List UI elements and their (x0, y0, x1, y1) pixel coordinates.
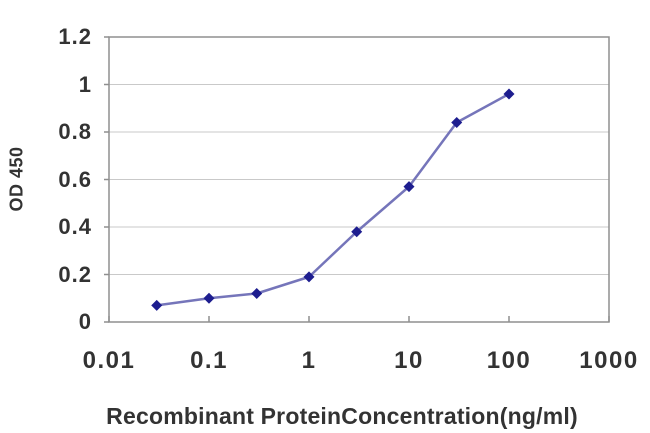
data-point-marker (251, 288, 263, 299)
y-tick-label: 0.8 (58, 119, 92, 144)
data-point-marker (351, 226, 363, 238)
data-point-marker (403, 181, 415, 193)
y-tick-label: 0.6 (58, 166, 92, 192)
x-tick-label: 100 (486, 347, 532, 374)
y-tick-label: 0.2 (58, 261, 92, 287)
y-tick-label: 0.4 (58, 214, 92, 239)
y-tick-label: 0 (78, 309, 92, 334)
x-tick-label: 0.01 (82, 347, 136, 374)
data-point-marker (503, 88, 515, 100)
series-line (155, 92, 511, 307)
y-tick-label: 1.2 (58, 24, 92, 49)
x-axis-title: Recombinant ProteinConcentration(ng/ml) (106, 403, 578, 429)
x-tick-label: 10 (394, 347, 424, 374)
x-tick-label: 0.1 (190, 347, 228, 374)
x-tick-label: 1 (301, 347, 317, 374)
y-tick-label: 1 (78, 71, 92, 97)
data-point-marker (203, 292, 215, 304)
data-point-marker (303, 271, 315, 283)
x-tick-label: 1000 (579, 347, 639, 374)
data-point-marker (151, 299, 163, 311)
data-point-marker (451, 117, 463, 128)
